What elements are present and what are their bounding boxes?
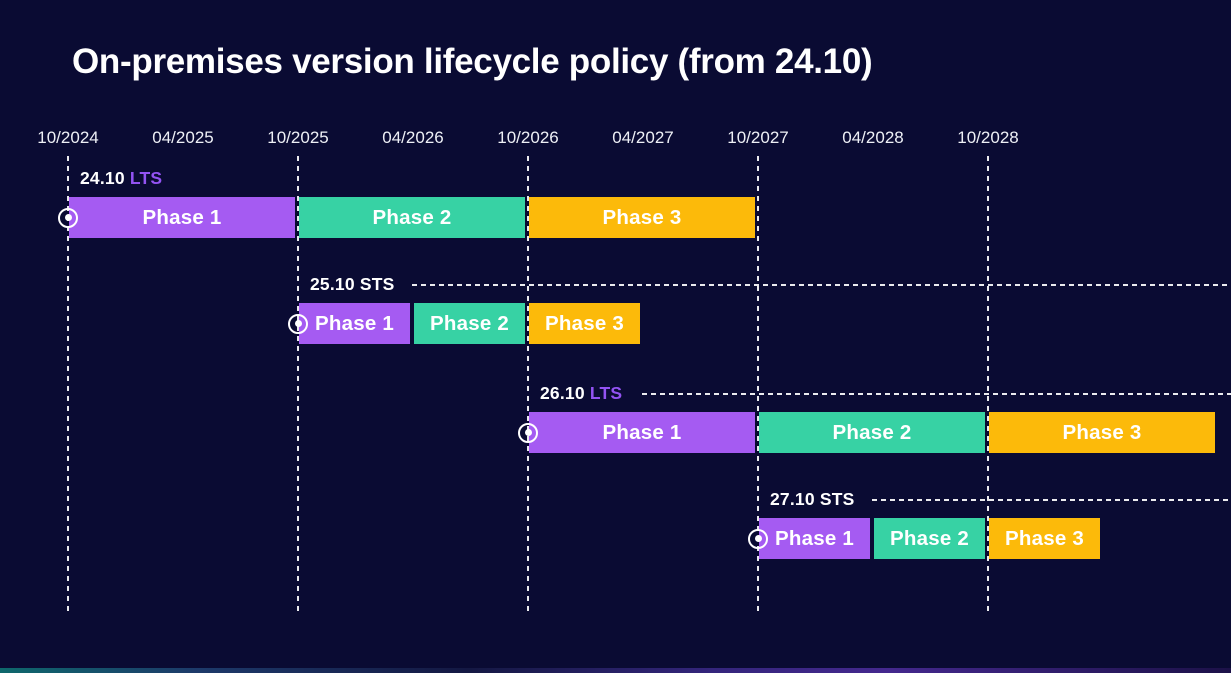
phase-segment: Phase 1 xyxy=(759,518,870,559)
phase-segment: Phase 1 xyxy=(69,197,295,238)
axis-tick-label: 04/2026 xyxy=(382,128,444,147)
leader-dashed-line xyxy=(642,393,1231,395)
phase-segment-label: Phase 2 xyxy=(832,420,912,444)
release-label: 26.10 LTS xyxy=(540,383,622,404)
release-type-badge: STS xyxy=(819,489,855,509)
release-label: 27.10 STS xyxy=(770,489,855,510)
phase-segment: Phase 3 xyxy=(989,412,1215,453)
start-marker-icon xyxy=(58,207,78,228)
axis-tick-label: 10/2026 xyxy=(497,128,559,147)
phase-segment: Phase 3 xyxy=(529,303,640,344)
phase-segment: Phase 2 xyxy=(299,197,525,238)
release-version: 24.10 xyxy=(80,168,130,188)
gridline-vertical xyxy=(987,156,989,612)
axis-tick-label: 10/2027 xyxy=(727,128,789,147)
gridline-vertical xyxy=(67,156,69,612)
gridline-vertical xyxy=(297,156,299,612)
phase-segment-label: Phase 3 xyxy=(545,311,624,335)
footer-gradient-bar xyxy=(0,668,1231,673)
release-label: 25.10 STS xyxy=(310,274,395,295)
release-version: 25.10 xyxy=(310,274,360,294)
gridline-vertical xyxy=(757,156,759,612)
phase-segment: Phase 2 xyxy=(874,518,985,559)
phase-segment: Phase 1 xyxy=(529,412,755,453)
release-version: 27.10 xyxy=(770,489,820,509)
phase-segment: Phase 1 xyxy=(299,303,410,344)
axis-tick-label: 04/2025 xyxy=(152,128,214,147)
axis-tick-label: 04/2027 xyxy=(612,128,674,147)
axis-tick-label: 04/2028 xyxy=(842,128,904,147)
phase-segment-label: Phase 3 xyxy=(1005,526,1084,550)
phase-segment: Phase 2 xyxy=(414,303,525,344)
phase-segment-label: Phase 1 xyxy=(602,420,682,444)
phase-segment-label: Phase 3 xyxy=(602,205,682,229)
release-version: 26.10 xyxy=(540,383,590,403)
phase-segment: Phase 3 xyxy=(529,197,755,238)
leader-dashed-line xyxy=(412,284,1231,286)
phase-segment-label: Phase 3 xyxy=(1062,420,1142,444)
gridline-vertical xyxy=(527,156,529,612)
phase-segment-label: Phase 2 xyxy=(890,526,969,550)
axis-tick-label: 10/2024 xyxy=(37,128,99,147)
start-marker-icon xyxy=(748,528,768,549)
release-type-badge: LTS xyxy=(129,168,163,188)
leader-dashed-line xyxy=(872,499,1231,501)
phase-segment-label: Phase 1 xyxy=(775,526,854,550)
phase-segment-label: Phase 1 xyxy=(315,311,394,335)
release-type-badge: STS xyxy=(359,274,395,294)
release-type-badge: LTS xyxy=(589,383,623,403)
phase-segment: Phase 2 xyxy=(759,412,985,453)
phase-segment: Phase 3 xyxy=(989,518,1100,559)
start-marker-icon xyxy=(518,422,538,443)
phase-segment-label: Phase 1 xyxy=(142,205,222,229)
page-title: On-premises version lifecycle policy (fr… xyxy=(72,42,873,81)
axis-tick-label: 10/2025 xyxy=(267,128,329,147)
start-marker-icon xyxy=(288,313,308,334)
release-label: 24.10 LTS xyxy=(80,168,162,189)
axis-tick-label: 10/2028 xyxy=(957,128,1019,147)
phase-segment-label: Phase 2 xyxy=(372,205,452,229)
phase-segment-label: Phase 2 xyxy=(430,311,509,335)
